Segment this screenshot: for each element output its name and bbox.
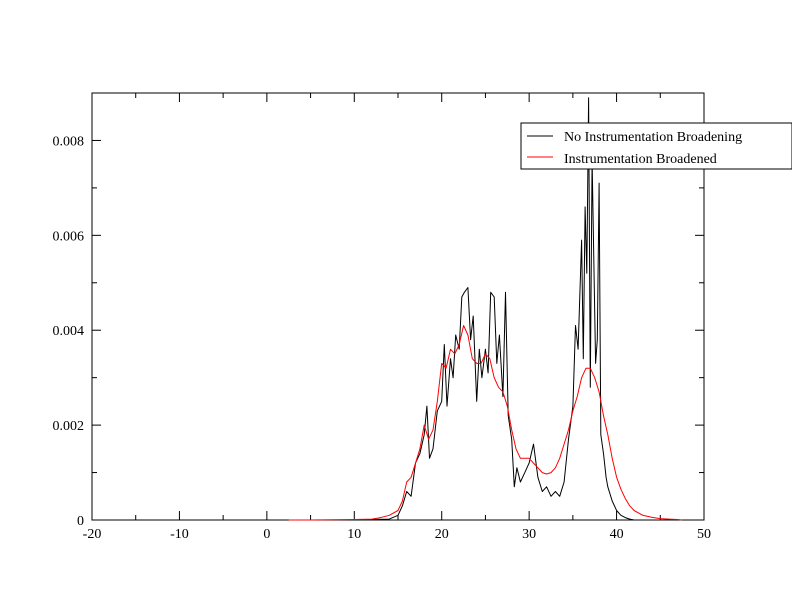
x-tick-label: 20 xyxy=(435,527,449,542)
axis-tick-labels: -20 -10 0 10 20 30 40 50 0 0.002 0.004 0.006 0.008 xyxy=(53,134,712,542)
x-tick-label: 10 xyxy=(347,527,361,542)
axis-ticks xyxy=(91,93,705,521)
series-line-0 xyxy=(288,97,639,521)
x-tick-label: 30 xyxy=(522,527,536,542)
y-tick-label: 0.008 xyxy=(53,134,85,149)
x-tick-label: 50 xyxy=(697,527,711,542)
series-lines xyxy=(288,97,683,521)
y-tick-label: 0.006 xyxy=(53,229,85,244)
x-tick-label: -20 xyxy=(83,527,102,542)
legend-box xyxy=(520,122,792,170)
series-line-1 xyxy=(288,325,683,521)
legend-label-1: Instrumentation Broadened xyxy=(564,152,717,167)
legend: No Instrumentation Broadening Instrument… xyxy=(520,122,792,170)
legend-label-0: No Instrumentation Broadening xyxy=(564,130,742,145)
y-tick-label: 0.004 xyxy=(53,324,85,339)
x-tick-label: -10 xyxy=(170,527,189,542)
y-tick-label: 0.002 xyxy=(53,419,85,434)
x-tick-label: 40 xyxy=(610,527,624,542)
x-tick-label: 0 xyxy=(263,527,270,542)
y-tick-label: 0 xyxy=(77,514,84,529)
